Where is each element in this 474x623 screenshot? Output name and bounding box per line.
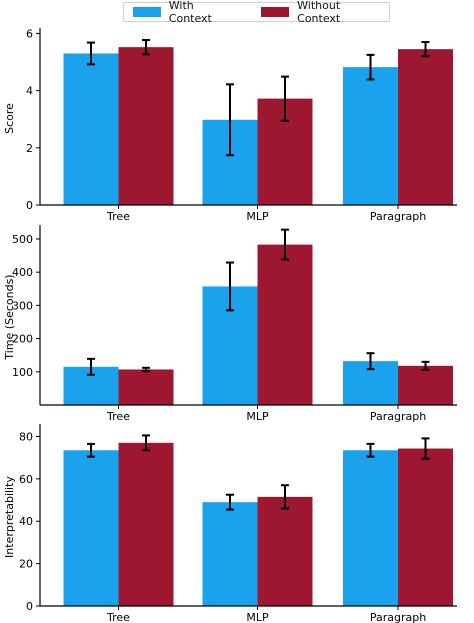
bar-without-context-paragraph: [398, 365, 453, 405]
y-tick-label: 40: [19, 515, 33, 528]
legend-label-without-context: Without Context: [297, 0, 341, 25]
y-tick-label: 4: [26, 85, 33, 98]
y-tick-label: 100: [12, 366, 33, 379]
bar-without-context-mlp: [257, 496, 313, 606]
x-tick-label-tree: Tree: [106, 611, 130, 623]
chart-panel-3: 0 20 40 60 80 Tree MLP Paragraph Interpretabilit…: [3, 424, 457, 623]
x-tick-label-tree: Tree: [106, 210, 130, 223]
x-tick-label-tree: Tree: [106, 410, 130, 423]
x-tick-label-mlp: MLP: [246, 611, 269, 623]
y-tick-label: 6: [26, 27, 33, 40]
x-tick-label-paragraph: Paragraph: [370, 410, 426, 423]
y-tick-label: 500: [12, 233, 33, 246]
bar-with-context-paragraph: [343, 450, 398, 606]
legend-item-without-context: Without Context: [261, 0, 383, 25]
x-tick-label-mlp: MLP: [246, 410, 269, 423]
legend-label-with-context: With Context: [168, 0, 212, 25]
bar-without-context-paragraph: [398, 49, 453, 205]
legend-item-with-context: With Context: [133, 0, 237, 25]
y-tick-label: 60: [19, 473, 33, 486]
y-axis-label: Time (Seconds): [3, 274, 16, 360]
y-tick-label: 300: [12, 299, 33, 312]
bar-without-context-tree: [118, 369, 174, 405]
x-tick-label-paragraph: Paragraph: [370, 611, 426, 623]
bar-with-context-tree: [63, 53, 119, 205]
bar-with-context-tree: [63, 450, 119, 606]
bar-without-context-tree: [118, 442, 174, 606]
y-tick-label: 200: [12, 333, 33, 346]
legend: With Context Without Context: [123, 0, 390, 25]
x-tick-label-mlp: MLP: [246, 210, 269, 223]
bar-without-context-paragraph: [398, 448, 453, 606]
bar-without-context-tree: [118, 47, 174, 206]
y-tick-label: 20: [19, 558, 33, 571]
legend-swatch-with-context: [133, 7, 161, 17]
chart-panel-1: 0 2 4 6 Tree MLP Paragraph Score: [3, 27, 457, 223]
y-tick-label: 80: [19, 430, 33, 443]
y-tick-label: 2: [26, 142, 33, 155]
legend-swatch-without-context: [261, 7, 290, 17]
y-tick-label: 0: [26, 600, 33, 613]
bar-without-context-mlp: [257, 244, 313, 405]
y-tick-label: 400: [12, 266, 33, 279]
bar-with-context-mlp: [202, 502, 258, 606]
y-axis-label: Score: [3, 103, 16, 134]
y-tick-label: 0: [26, 199, 33, 212]
bar-with-context-paragraph: [343, 67, 398, 205]
chart-panel-2: 100 200 300 400 500 Tree MLP Paragraph Time (Sec…: [3, 225, 457, 423]
y-axis-label: Interpretability: [3, 476, 16, 558]
x-tick-label-paragraph: Paragraph: [370, 210, 426, 223]
